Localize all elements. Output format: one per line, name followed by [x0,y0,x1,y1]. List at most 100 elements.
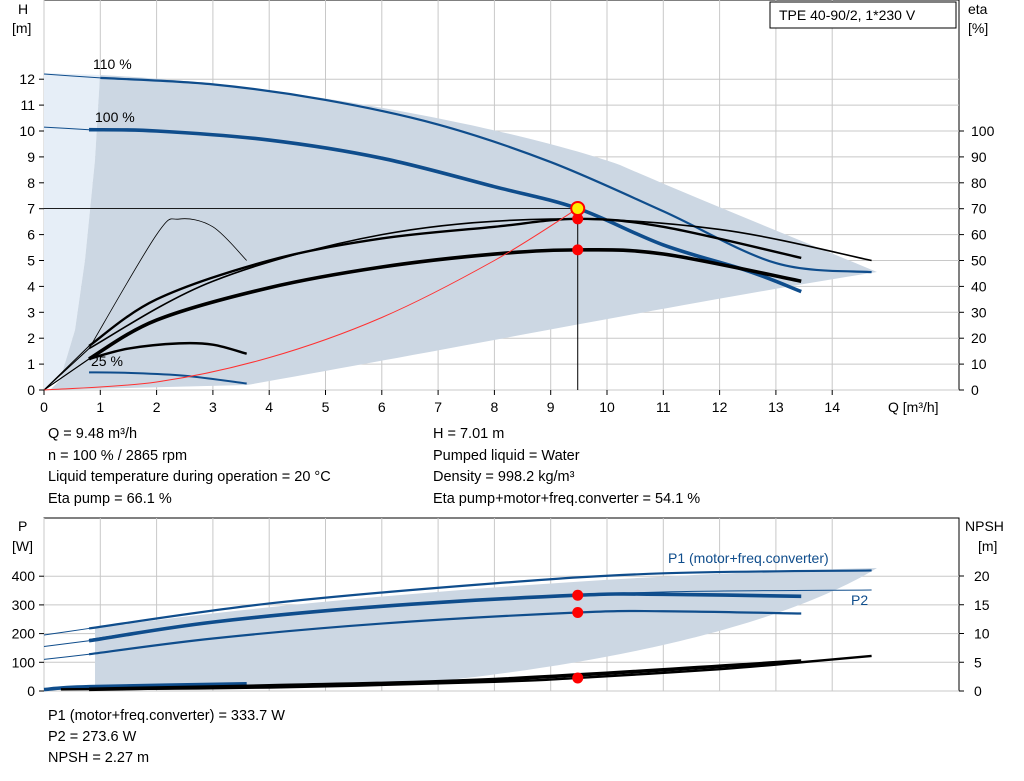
npsh-axis-label: NPSH [965,518,1004,534]
op-point-p1 [572,589,584,601]
h-tick-label: 6 [27,227,35,243]
curve-100-percent [89,127,802,294]
x-tick-label: 0 [40,399,48,415]
eta-pump-curve [88,217,802,347]
h-tick-label: 10 [19,123,35,139]
curve-label-p2: P2 [851,592,868,608]
h-tick-label: 9 [27,149,35,165]
eta-curve-25-thin [88,218,247,349]
operating-range-area [50,75,877,390]
eta-total-curve [88,247,802,361]
curve-25-percent [89,371,247,385]
eta-tick-label: 10 [971,356,987,372]
h-tick-label: 7 [27,201,35,217]
eta-tick-label: 80 [971,175,987,191]
curve-label-25: 25 % [91,353,123,369]
eta-axis-label: eta [968,1,988,17]
h-tick-label: 2 [27,330,35,346]
op-point-npsh [572,672,584,684]
info-density: Density = 998.2 kg/m³ [433,469,575,485]
p-axis-label: P [18,518,27,534]
p-tick-label: 100 [12,654,36,670]
h-axis-label: H [18,1,28,17]
curve-label-100: 100 % [95,109,135,125]
info-p2: P2 = 273.6 W [48,729,137,745]
operating-range-light-area [44,73,100,390]
x-tick-label: 6 [378,399,386,415]
op-point-head [570,200,586,216]
x-tick-label: 3 [209,399,217,415]
npsh-curve-bold [89,659,802,692]
h-tick-label: 11 [20,97,35,113]
power-p1-extension [43,640,90,648]
eta-curve-110-percent [88,218,872,350]
bottom-curves [43,569,872,692]
x-tick-label: 13 [768,399,784,415]
eta-curve-25-extension [43,358,90,391]
op-point-eta-total [572,244,584,256]
p-tick-label: 0 [27,683,35,699]
curve-100-percent-extension [43,126,90,131]
q-axis-label: Q [m³/h] [888,399,939,415]
npsh-tick-label: 5 [974,654,982,670]
info-npsh: NPSH = 2.27 m [48,750,149,766]
info-p1: P1 (motor+freq.converter) = 333.7 W [48,708,285,724]
curve-label-110: 110 % [93,56,132,72]
eta-axis-unit: [%] [968,20,988,36]
eta-tick-label: 60 [971,227,987,243]
h-tick-label: 1 [27,356,35,372]
npsh-tick-label: 0 [974,683,982,699]
eta-tick-label: 0 [971,382,979,398]
p-tick-label: 300 [12,597,36,613]
x-tick-label: 10 [599,399,615,415]
info-liquid: Pumped liquid = Water [433,448,580,464]
x-tick-label: 9 [547,399,555,415]
npsh-tick-label: 15 [974,597,990,613]
op-point-eta-pump [572,213,584,225]
h-axis-unit: [m] [12,20,31,36]
x-tick-label: 5 [322,399,330,415]
chart-title: TPE 40-90/2, 1*230 V [779,7,916,23]
info-q: Q = 9.48 m³/h [48,426,137,442]
h-tick-label: 8 [27,175,35,191]
p-axis-unit: [W] [12,538,33,554]
top-axis-ticks: 0 1 2 3 4 5 6 7 8 9 10 11 12 13 1401234567891011120102… [19,71,994,415]
npsh-tick-label: 20 [974,568,990,584]
x-tick-label: 7 [434,399,442,415]
h-tick-label: 4 [27,278,35,294]
x-tick-label: 8 [491,399,499,415]
bottom-axis-ticks: 0 100 200 300 400 0 5 10 15 20 [12,568,990,699]
eta-tick-label: 50 [971,253,987,269]
h-tick-label: 3 [27,304,35,320]
eta-tick-label: 40 [971,278,987,294]
h-tick-label: 12 [19,71,35,87]
chart-title-box [769,1,957,29]
p-tick-label: 200 [12,626,36,642]
op-point-p2 [572,606,584,618]
x-tick-label: 14 [824,399,840,415]
power-p2-extension [43,653,90,660]
eta-tick-label: 30 [971,304,987,320]
x-tick-label: 2 [153,399,161,415]
power-110-extension [43,627,90,636]
eta-tick-label: 20 [971,330,987,346]
curve-110-percent [100,76,872,274]
power-curve-25-percent [43,682,247,692]
h-tick-label: 0 [27,382,35,398]
power-curve-110-percent [88,569,872,630]
eta-tick-label: 100 [971,123,995,139]
npsh-tick-label: 10 [974,626,990,642]
npsh-axis-unit: [m] [978,538,997,554]
power-curve-thin [88,589,872,640]
info-h: H = 7.01 m [433,426,504,442]
p-tick-label: 400 [12,568,36,584]
eta-curve-25-percent [88,341,247,361]
info-eta-total: Eta pump+motor+freq.converter = 54.1 % [433,491,700,507]
eta-tick-label: 90 [971,149,987,165]
eta-tick-label: 70 [971,201,987,217]
curve-label-p1: P1 (motor+freq.converter) [668,550,829,566]
power-range-area [95,568,877,689]
x-tick-label: 4 [265,399,273,415]
x-tick-label: 11 [656,399,671,415]
